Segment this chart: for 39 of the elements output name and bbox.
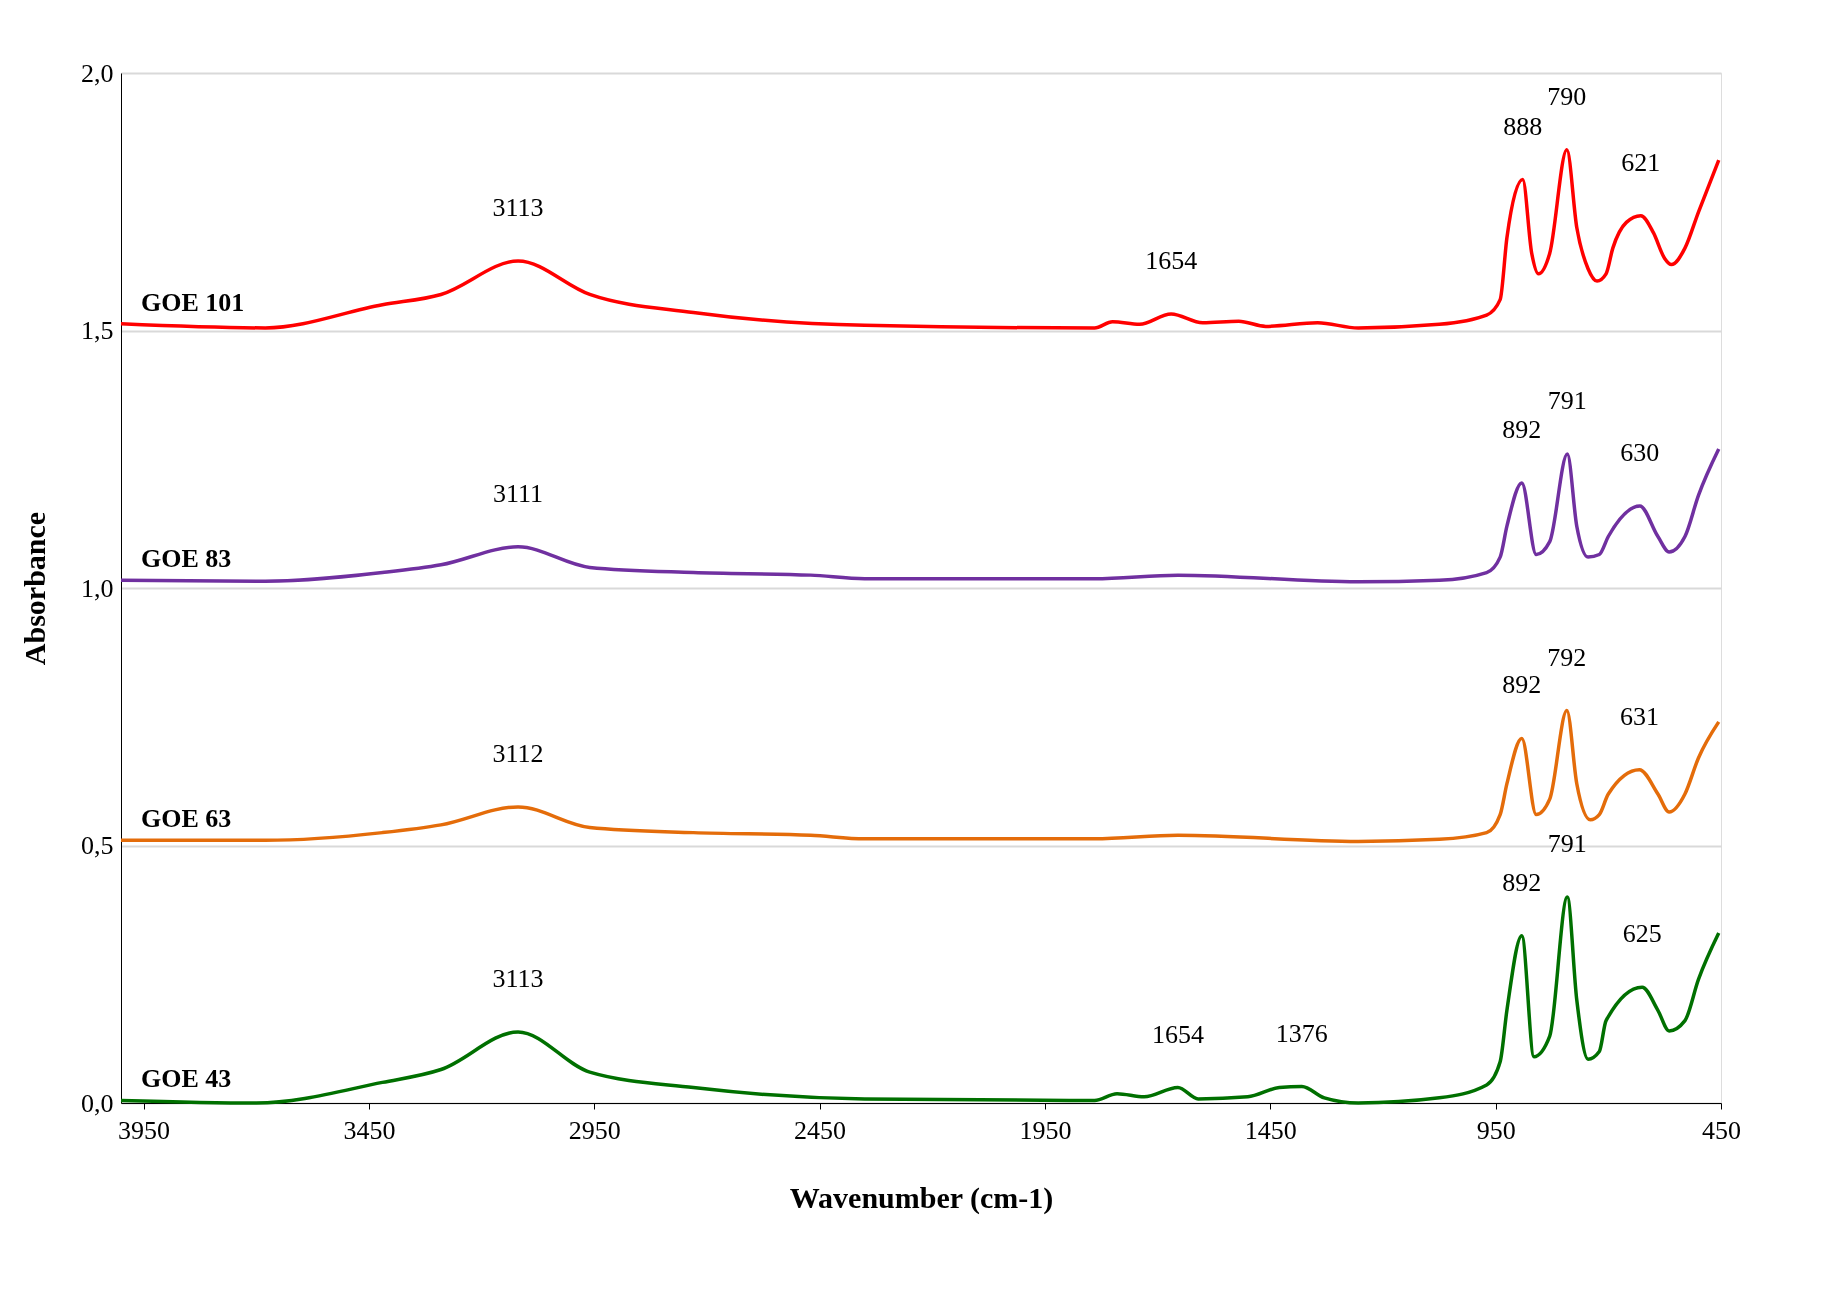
annotation: 1376: [1275, 1018, 1328, 1048]
x-tick-label: 1950: [1019, 1115, 1072, 1145]
annotation: 892: [1502, 867, 1542, 897]
y-axis-title: Absorbance: [18, 511, 51, 666]
annotation: 1654: [1145, 246, 1198, 276]
annotation: 888: [1503, 111, 1543, 141]
annotation: 3112: [492, 738, 544, 768]
annotation: 631: [1619, 701, 1659, 731]
x-tick-label: 3450: [343, 1115, 396, 1145]
annotation: 791: [1547, 386, 1587, 416]
y-tick-label: 1,5: [81, 316, 114, 345]
x-tick-label: 3950: [118, 1115, 171, 1145]
x-axis-title: Wavenumber (cm-1): [789, 1180, 1054, 1215]
y-tick-label: 0,5: [81, 831, 114, 860]
annotation: 3113: [492, 192, 544, 222]
annotation: 791: [1547, 829, 1587, 858]
x-tick-label: 950: [1476, 1115, 1516, 1145]
annotation: 3111: [493, 478, 544, 508]
annotation: 625: [1622, 919, 1662, 949]
series-label: GOE 83: [141, 544, 232, 574]
annotation: 892: [1502, 414, 1542, 444]
annotation: 3113: [492, 963, 544, 993]
x-tick-label: 2950: [568, 1115, 621, 1145]
series-label: GOE 63: [141, 804, 232, 834]
x-tick-label: 450: [1702, 1115, 1741, 1145]
line-series: [119, 147, 1721, 330]
y-tick-label: 1,0: [81, 573, 114, 603]
x-tick-label: 2450: [794, 1115, 847, 1145]
annotation: 1654: [1151, 1019, 1204, 1049]
annotation: 621: [1621, 147, 1661, 177]
annotation: 792: [1547, 642, 1587, 672]
y-tick-label: 0,0: [81, 1088, 114, 1118]
annotation: 892: [1502, 670, 1542, 700]
y-tick-label: 2,0: [81, 58, 114, 88]
series-label: GOE 101: [141, 287, 245, 317]
annotation: 790: [1547, 81, 1587, 111]
annotation: 630: [1620, 438, 1660, 468]
series-label: GOE 43: [141, 1064, 232, 1094]
x-tick-label: 1450: [1244, 1115, 1297, 1145]
